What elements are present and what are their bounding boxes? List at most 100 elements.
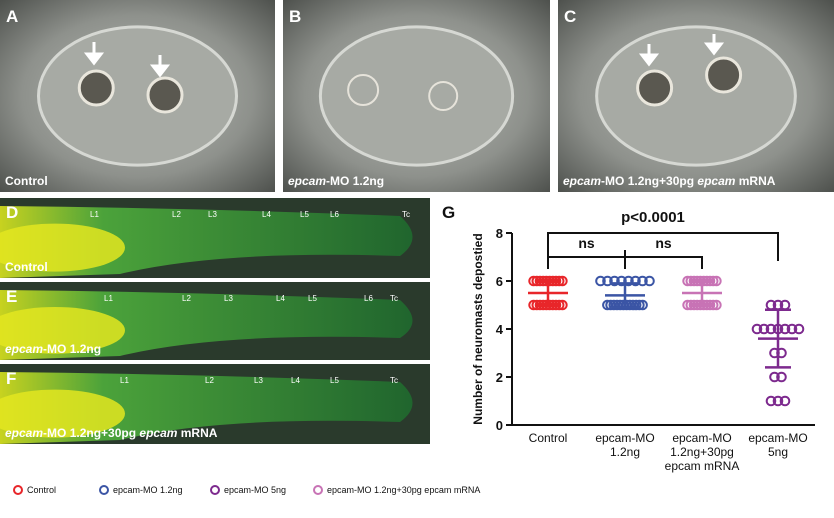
- caption-part: epcam: [697, 174, 735, 188]
- legend-marker: [210, 485, 220, 495]
- data-point: [772, 395, 784, 407]
- y-tick-label: 2: [496, 370, 503, 385]
- data-point: [602, 275, 613, 287]
- neuromast-label: L3: [208, 210, 217, 219]
- caption-part: -MO 1.2ng: [326, 174, 384, 188]
- caption-part: epcam: [5, 342, 43, 356]
- yolk: [0, 306, 125, 354]
- photo-panel: A Control: [0, 0, 275, 192]
- otolith: [347, 74, 380, 106]
- data-point: [765, 395, 777, 407]
- data-point: [634, 299, 645, 311]
- panel-letter: D: [6, 203, 18, 222]
- data-point: [751, 323, 763, 335]
- legend-label: epcam-MO 1.2ng: [113, 485, 183, 495]
- otic-vesicle: [595, 25, 797, 167]
- panel-letter: C: [564, 7, 576, 26]
- otic-vesicle: [37, 25, 238, 167]
- neuromast-label: L1: [90, 210, 99, 219]
- neuromast-label: L4: [276, 294, 285, 303]
- panel-letter: F: [6, 369, 16, 388]
- data-point: [779, 323, 791, 335]
- data-point: [779, 395, 791, 407]
- caption-part: mRNA: [735, 174, 775, 188]
- p-value: p<0.0001: [621, 209, 685, 226]
- neuromast-label: L1: [120, 376, 129, 385]
- caption-part: epcam: [563, 174, 601, 188]
- panel-caption: epcam-MO 1.2ng: [5, 342, 101, 356]
- neuromast-label: L3: [254, 376, 263, 385]
- x-tick-label: epcam-MO 5ng: [748, 431, 808, 459]
- otolith: [146, 76, 184, 114]
- caption-part: -MO 1.2ng: [43, 342, 101, 356]
- data-point: [616, 275, 627, 287]
- data-point: [605, 299, 616, 311]
- neuromast-label: L5: [330, 376, 339, 385]
- otic-vesicle: [318, 25, 515, 167]
- data-point: [630, 275, 641, 287]
- neuromast-label: L6: [364, 294, 373, 303]
- ns-label: ns: [655, 235, 672, 251]
- neuromast-label: L4: [262, 210, 271, 219]
- y-tick-label: 8: [496, 226, 503, 241]
- y-axis-label: Number of neuromasts depostied: [471, 233, 485, 424]
- panel-letter: B: [289, 7, 301, 26]
- data-point: [609, 275, 620, 287]
- legend-label: epcam-MO 1.2ng+30pg epcam mRNA: [327, 485, 480, 495]
- neuromast-label: L2: [172, 210, 181, 219]
- caption-part: epcam: [5, 426, 43, 440]
- data-point: [769, 371, 780, 383]
- neuromast-label: L1: [104, 294, 113, 303]
- data-point: [776, 371, 787, 383]
- neuromast-label: L2: [205, 376, 214, 385]
- significance-bracket: [547, 256, 626, 269]
- data-point: [793, 323, 805, 335]
- panel-caption: epcam-MO 1.2ng: [288, 174, 384, 188]
- otolith: [428, 81, 459, 111]
- data-point: [595, 275, 606, 287]
- data-point: [621, 299, 632, 311]
- panel-letter: E: [6, 287, 17, 306]
- neuromast-label: Tc: [402, 210, 410, 219]
- panel-caption: Control: [5, 174, 48, 188]
- neuromast-label: L5: [300, 210, 309, 219]
- caption-part: epcam: [139, 426, 177, 440]
- otolith: [77, 69, 115, 107]
- y-tick-label: 6: [496, 274, 503, 289]
- caption-part: Control: [5, 174, 48, 188]
- neuromast-label: L4: [291, 376, 300, 385]
- neuromast-label: L3: [224, 294, 233, 303]
- data-point: [786, 323, 798, 335]
- panel-caption: epcam-MO 1.2ng+30pg epcam mRNA: [563, 174, 776, 188]
- arrows: [83, 34, 725, 78]
- neuromast-label: Tc: [390, 294, 398, 303]
- data-point: [637, 299, 648, 311]
- otolith: [636, 69, 674, 107]
- legend-label: epcam-MO 5ng: [224, 485, 286, 495]
- data-point: [637, 275, 648, 287]
- data-point: [623, 275, 634, 287]
- panel-letter: A: [6, 7, 18, 26]
- panel-caption: epcam-MO 1.2ng+30pg epcam mRNA: [5, 426, 218, 440]
- panel-letter: G: [442, 203, 455, 222]
- data-point: [765, 323, 777, 335]
- neuromast-label: Tc: [390, 376, 398, 385]
- caption-part: mRNA: [177, 426, 217, 440]
- significance-bracket: [547, 232, 779, 261]
- caption-part: epcam: [288, 174, 326, 188]
- caption-part: -MO 1.2ng+30pg: [601, 174, 697, 188]
- neuromast-label: L2: [182, 294, 191, 303]
- otolith: [705, 56, 743, 94]
- yolk: [0, 389, 125, 438]
- legend-label: Control: [27, 485, 56, 495]
- neuromast-label: L6: [330, 210, 339, 219]
- data-point: [758, 323, 770, 335]
- yolk: [0, 223, 125, 272]
- data-point: [644, 275, 655, 287]
